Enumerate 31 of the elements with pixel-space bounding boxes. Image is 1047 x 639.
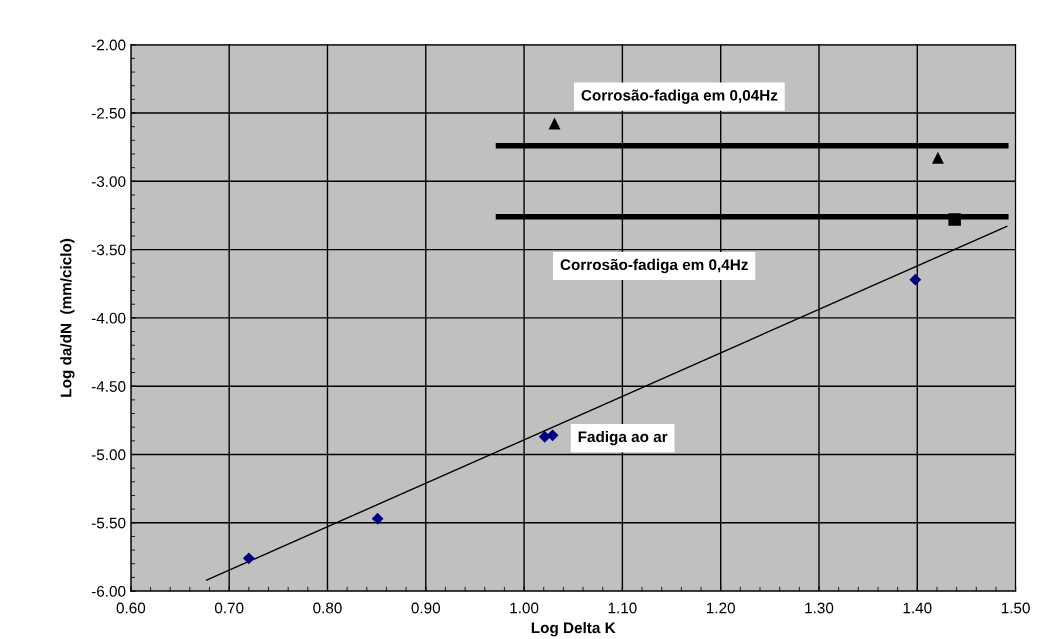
point — [539, 431, 551, 443]
x-axis-title: Log Delta K — [531, 621, 616, 637]
point — [243, 552, 255, 564]
y-tick-label: -3.50 — [91, 244, 126, 256]
y-tick-label: -2.00 — [91, 39, 126, 51]
text: Corrosão-fadiga em 0,04Hz — [581, 89, 778, 104]
y-tick-label: -5.50 — [91, 517, 126, 529]
x-tick-label: 0.80 — [313, 602, 342, 614]
y-tick-label: -4.50 — [91, 381, 126, 392]
y-tick-label: -2.50 — [91, 107, 126, 119]
text: Corrosão-fadiga em 0,4Hz — [560, 258, 748, 274]
point — [372, 513, 384, 525]
point — [548, 118, 561, 130]
point — [932, 152, 944, 164]
x-tick-label: 1.50 — [1001, 602, 1030, 614]
y-tick-label: -4.00 — [91, 312, 126, 324]
y-axis-title: Log da/dN (mm/ciclo) — [60, 238, 75, 397]
x-tick-label: 1.00 — [510, 602, 539, 614]
y-tick-label: -3.00 — [91, 176, 126, 187]
point — [909, 274, 921, 286]
point — [948, 213, 961, 226]
x-tick-label: 0.60 — [116, 602, 146, 614]
x-tick-label: 0.70 — [214, 602, 244, 614]
x-tick-label: 1.20 — [706, 602, 735, 614]
y-tick-label: -5.00 — [91, 449, 126, 461]
x-tick-label: 1.10 — [608, 602, 637, 614]
x-tick-label: 1.40 — [903, 602, 932, 614]
x-tick-label: 1.30 — [805, 602, 834, 614]
y-tick-label: -6.00 — [91, 585, 126, 597]
series-label: Fadiga ao ar — [578, 430, 668, 446]
x-tick-label: 0.90 — [411, 602, 441, 614]
